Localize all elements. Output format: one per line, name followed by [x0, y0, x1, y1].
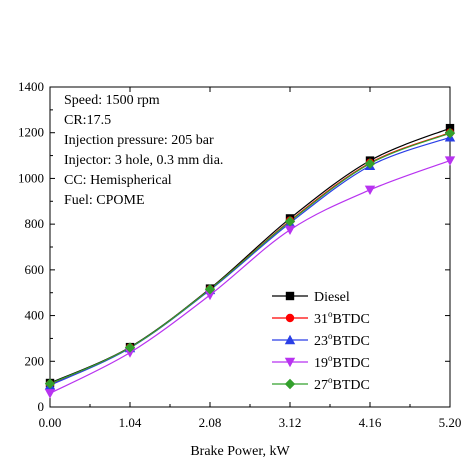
y-tick-label: 400	[25, 308, 45, 323]
legend-label: 23oBTDC	[314, 331, 370, 349]
data-point	[364, 158, 376, 169]
x-tick-label: 4.16	[359, 415, 382, 430]
data-point	[204, 290, 216, 301]
y-tick-label: 0	[38, 399, 45, 414]
legend-marker	[284, 378, 296, 390]
data-point	[204, 284, 216, 295]
annotation-block: Speed: 1500 rpm CR:17.5 Injection pressu…	[64, 93, 223, 208]
x-tick-label: 3.12	[279, 415, 302, 430]
y-tick-label: 1200	[18, 125, 44, 140]
data-point	[444, 127, 456, 139]
data-point	[284, 225, 296, 236]
y-tick-label: 200	[25, 353, 45, 368]
annotation-line: CC: Hemispherical	[64, 173, 172, 188]
annotation-line: Speed: 1500 rpm	[64, 93, 160, 108]
legend: Diesel 31oBTDC 23oBTDC 19oBTDC 27oBTDC	[272, 290, 370, 393]
legend-label: Diesel	[314, 290, 350, 305]
axes: 0 200 400 600 800 1000 1200 1400 0.00 1.04 2.08 3.1…	[18, 79, 461, 430]
legend-marker	[284, 334, 296, 345]
series-line	[49, 132, 451, 385]
legend-label: 27oBTDC	[314, 375, 370, 393]
legend-label: 31oBTDC	[314, 309, 370, 327]
y-tick-label: 1000	[18, 170, 44, 185]
x-tick-label: 1.04	[119, 415, 142, 430]
data-point	[44, 378, 56, 389]
y-tick-label: 1400	[18, 79, 44, 94]
series-markers	[44, 123, 456, 399]
legend-label: 19oBTDC	[314, 353, 370, 371]
annotation-line: Fuel: CPOME	[64, 193, 145, 208]
legend-marker	[285, 313, 295, 323]
data-point	[44, 389, 56, 399]
data-point	[364, 185, 376, 196]
series-lines	[49, 127, 451, 394]
data-point	[284, 216, 296, 227]
x-tick-label: 2.08	[199, 415, 222, 430]
legend-marker	[284, 357, 296, 368]
x-tick-label: 0.00	[39, 415, 62, 430]
annotation-line: Injection pressure: 205 bar	[64, 133, 214, 148]
y-tick-label: 800	[25, 216, 45, 231]
data-point	[124, 348, 136, 358]
annotation-line: Injector: 3 hole, 0.3 mm dia.	[64, 153, 223, 168]
series-line	[49, 160, 451, 394]
y-tick-label: 600	[25, 262, 45, 277]
data-point	[444, 156, 456, 166]
data-point	[124, 342, 136, 353]
x-axis-title: Brake Power, kW	[190, 444, 290, 459]
x-tick-label: 5.20	[439, 415, 462, 430]
legend-marker	[285, 291, 295, 301]
annotation-line: CR:17.5	[64, 113, 111, 128]
series-line	[49, 132, 451, 385]
